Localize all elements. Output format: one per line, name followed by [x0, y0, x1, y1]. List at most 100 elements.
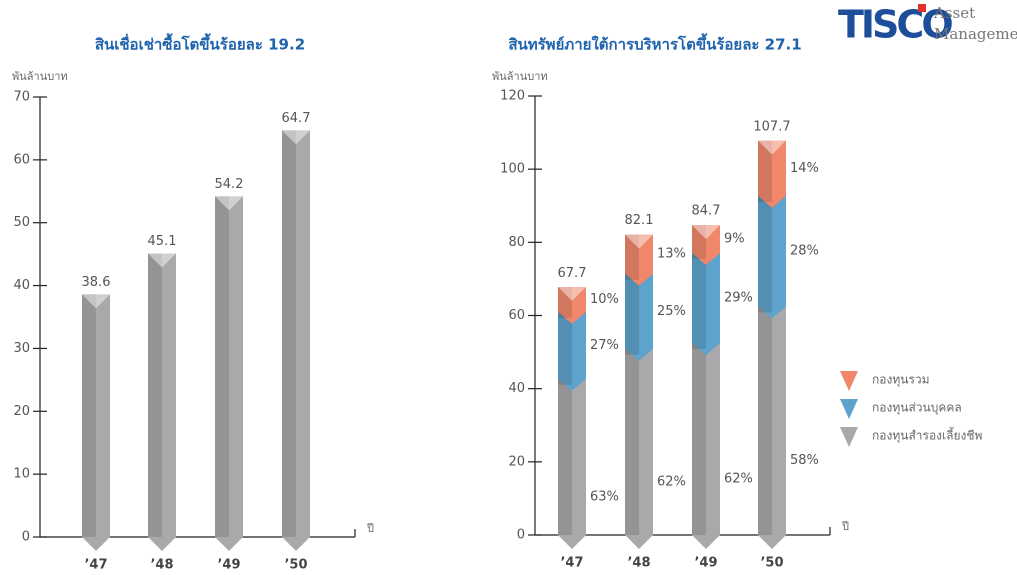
bar-segment — [558, 311, 586, 391]
y-tick-label: 40 — [13, 278, 30, 293]
bar — [215, 196, 243, 552]
value-label: 54.2 — [215, 177, 244, 192]
x-tick-label: ’50 — [760, 556, 783, 571]
logo-square — [918, 4, 926, 12]
legend-label: กองทุนส่วนบุคคล — [872, 401, 962, 416]
y-tick-label: 80 — [508, 235, 525, 250]
segment-label: 9% — [724, 232, 745, 247]
bar-top — [215, 196, 243, 211]
x-axis-label: ปี — [366, 522, 374, 535]
segment-label: 29% — [724, 290, 753, 305]
bar-shade — [625, 273, 639, 355]
logo-line2: Management — [934, 25, 1017, 43]
y-tick-label: 70 — [13, 90, 30, 105]
x-tick-label: ’48 — [627, 556, 650, 571]
y-tick-label: 20 — [508, 454, 525, 469]
y-tick-label: 60 — [13, 152, 30, 167]
bar-top — [82, 294, 110, 309]
bar-top — [282, 130, 310, 145]
legend-label: กองทุนสำรองเลี้ยงชีพ — [872, 427, 983, 444]
x-tick-label: ’49 — [217, 558, 240, 573]
segment-label: 63% — [590, 489, 619, 504]
bar-top — [558, 286, 586, 301]
bar-shade — [558, 286, 572, 318]
x-tick-label: ’47 — [560, 556, 583, 571]
legend-swatch — [840, 371, 858, 391]
legend-swatch — [840, 427, 858, 447]
bar-segment — [692, 342, 720, 549]
x-tick-label: ’50 — [284, 558, 307, 573]
y-tick-label: 20 — [13, 404, 30, 419]
bar-shade — [625, 348, 639, 535]
y-axis-label: พันล้านบาท — [12, 70, 68, 83]
y-tick-label: 40 — [508, 381, 525, 396]
segment-label: 62% — [724, 471, 753, 486]
segment-label: 14% — [790, 161, 819, 176]
total-label: 67.7 — [558, 266, 587, 281]
bar-shade — [82, 294, 96, 537]
bar-top — [692, 225, 720, 240]
bar-shade — [758, 140, 772, 202]
logo-line1: Asset — [933, 4, 975, 22]
bar-segment — [692, 252, 720, 355]
bar-shade — [558, 378, 572, 535]
total-label: 107.7 — [753, 119, 790, 134]
legend-label: กองทุนรวม — [872, 373, 930, 388]
value-label: 38.6 — [82, 275, 111, 290]
chart-title: สินเชื่อเช่าซื้อโตขึ้นร้อยละ 19.2 — [95, 33, 305, 54]
bar — [282, 130, 310, 552]
y-tick-label: 50 — [13, 215, 30, 230]
bar-segment — [758, 140, 786, 208]
y-tick-label: 120 — [500, 89, 525, 104]
y-axis-label: พันล้านบาท — [492, 70, 548, 83]
bar — [82, 294, 110, 551]
bar-shade — [692, 225, 706, 259]
bar-shade — [148, 253, 162, 537]
logo: TISCO Asset Management — [838, 3, 1017, 47]
total-label: 84.7 — [692, 204, 721, 219]
bar-shade — [692, 342, 706, 535]
y-tick-label: 0 — [517, 528, 525, 543]
bar-segment — [692, 225, 720, 265]
x-tick-label: ’48 — [150, 558, 173, 573]
bar-top — [758, 140, 786, 155]
segment-label: 27% — [590, 338, 619, 353]
x-axis-label: ปี — [841, 520, 849, 533]
chart-title: สินทรัพย์ภายใต้การบริหารโตขึ้นร้อยละ 27.… — [508, 33, 801, 54]
bar — [148, 253, 176, 551]
y-tick-label: 10 — [13, 467, 30, 482]
bar-segment — [558, 286, 586, 324]
y-tick-label: 100 — [500, 162, 525, 177]
bar-top — [625, 234, 653, 249]
total-label: 82.1 — [625, 213, 654, 228]
y-tick-label: 30 — [13, 341, 30, 356]
bar-segment — [625, 273, 653, 361]
segment-label: 25% — [657, 304, 686, 319]
legend-swatch — [840, 399, 858, 419]
segment-label: 58% — [790, 453, 819, 468]
x-tick-label: ’47 — [84, 558, 107, 573]
bar-shade — [215, 196, 229, 538]
segment-label: 62% — [657, 474, 686, 489]
bar-top — [148, 253, 176, 268]
value-label: 64.7 — [282, 111, 311, 126]
bar-shade — [758, 195, 772, 313]
y-tick-label: 0 — [22, 530, 30, 545]
segment-label: 10% — [590, 292, 619, 307]
x-tick-label: ’49 — [694, 556, 717, 571]
bar-segment — [758, 306, 786, 549]
bar-shade — [282, 130, 296, 538]
segment-label: 28% — [790, 244, 819, 259]
bar-segment — [625, 348, 653, 549]
bar-segment — [625, 234, 653, 286]
y-tick-label: 60 — [508, 308, 525, 323]
logo-brand: TISCO — [838, 3, 952, 47]
bar-shade — [692, 252, 706, 349]
value-label: 45.1 — [148, 234, 177, 249]
bar-shade — [625, 234, 639, 280]
bar-shade — [558, 311, 572, 385]
bar-segment — [558, 378, 586, 549]
bar-segment — [758, 195, 786, 319]
bar-shade — [758, 306, 772, 535]
